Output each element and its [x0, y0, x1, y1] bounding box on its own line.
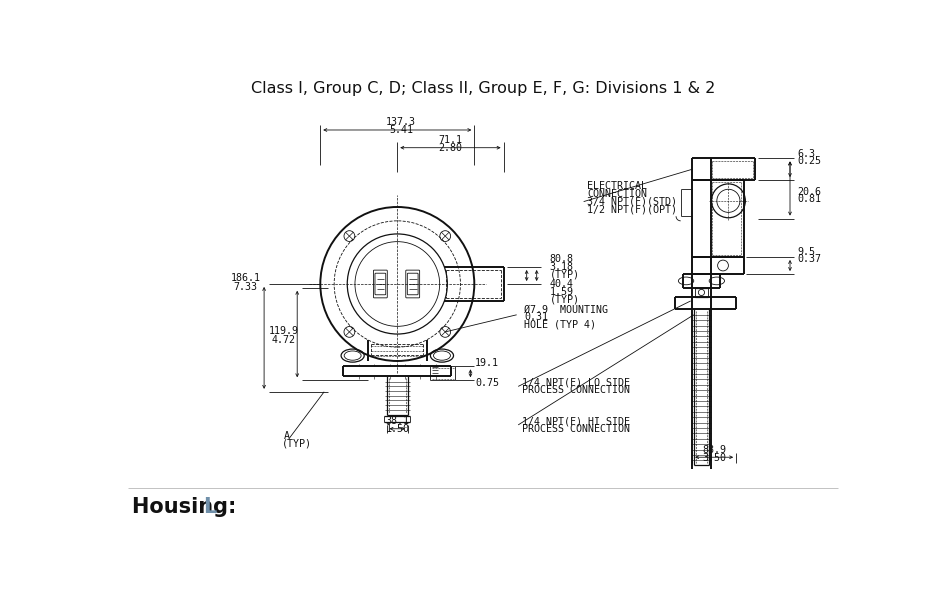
- Text: 2.80: 2.80: [438, 143, 463, 153]
- Text: 3/4 NPT(F)(STD): 3/4 NPT(F)(STD): [588, 197, 677, 206]
- Text: ELECTRICAL: ELECTRICAL: [588, 181, 647, 191]
- Text: (TYP): (TYP): [550, 270, 579, 280]
- Text: PROCESS CONNECTION: PROCESS CONNECTION: [522, 424, 630, 434]
- Text: 5.41: 5.41: [389, 125, 414, 135]
- Text: 88.9: 88.9: [702, 445, 726, 455]
- Text: 0.75: 0.75: [475, 377, 499, 388]
- Text: 3.50: 3.50: [702, 453, 726, 463]
- Text: 19.1: 19.1: [475, 358, 499, 368]
- Text: 0.81: 0.81: [798, 194, 821, 204]
- Text: 1/2 NPT(F)(OPT): 1/2 NPT(F)(OPT): [588, 204, 677, 214]
- Text: (TYP): (TYP): [550, 294, 579, 305]
- Text: 9.5: 9.5: [798, 247, 816, 258]
- Text: 119.9: 119.9: [268, 326, 299, 336]
- Text: PROCESS CONNECTION: PROCESS CONNECTION: [522, 385, 630, 396]
- Text: 40.4: 40.4: [550, 279, 574, 289]
- Text: 137.3: 137.3: [386, 117, 416, 127]
- Text: 80.8: 80.8: [550, 255, 574, 264]
- Text: L: L: [203, 497, 217, 517]
- Text: 1/4 NPT(F) LO SIDE: 1/4 NPT(F) LO SIDE: [522, 377, 630, 388]
- Text: 20.6: 20.6: [798, 187, 821, 197]
- Text: 0.25: 0.25: [798, 156, 821, 166]
- Text: Ø7.9  MOUNTING: Ø7.9 MOUNTING: [525, 305, 609, 315]
- Text: (TYP): (TYP): [282, 438, 312, 448]
- Text: 38.1: 38.1: [385, 416, 410, 426]
- Text: HOLE (TYP 4): HOLE (TYP 4): [525, 319, 596, 329]
- Text: 7.33: 7.33: [234, 282, 257, 292]
- Text: 71.1: 71.1: [438, 135, 463, 145]
- Text: 6.3: 6.3: [798, 149, 816, 159]
- Text: Class I, Group C, D; Class II, Group E, F, G: Divisions 1 & 2: Class I, Group C, D; Class II, Group E, …: [251, 81, 715, 96]
- Text: 1.59: 1.59: [550, 287, 574, 297]
- Text: 0.31: 0.31: [525, 312, 548, 322]
- Text: 1/4 NPT(F) HI SIDE: 1/4 NPT(F) HI SIDE: [522, 416, 630, 426]
- Text: 4.72: 4.72: [271, 335, 296, 345]
- Text: Housing:: Housing:: [132, 497, 243, 517]
- Text: 1.50: 1.50: [385, 424, 410, 434]
- Text: 0.37: 0.37: [798, 255, 821, 264]
- Text: 3.18: 3.18: [550, 262, 574, 272]
- Text: CONNECTION: CONNECTION: [588, 189, 647, 199]
- Text: A: A: [284, 430, 289, 441]
- Text: 186.1: 186.1: [231, 273, 261, 283]
